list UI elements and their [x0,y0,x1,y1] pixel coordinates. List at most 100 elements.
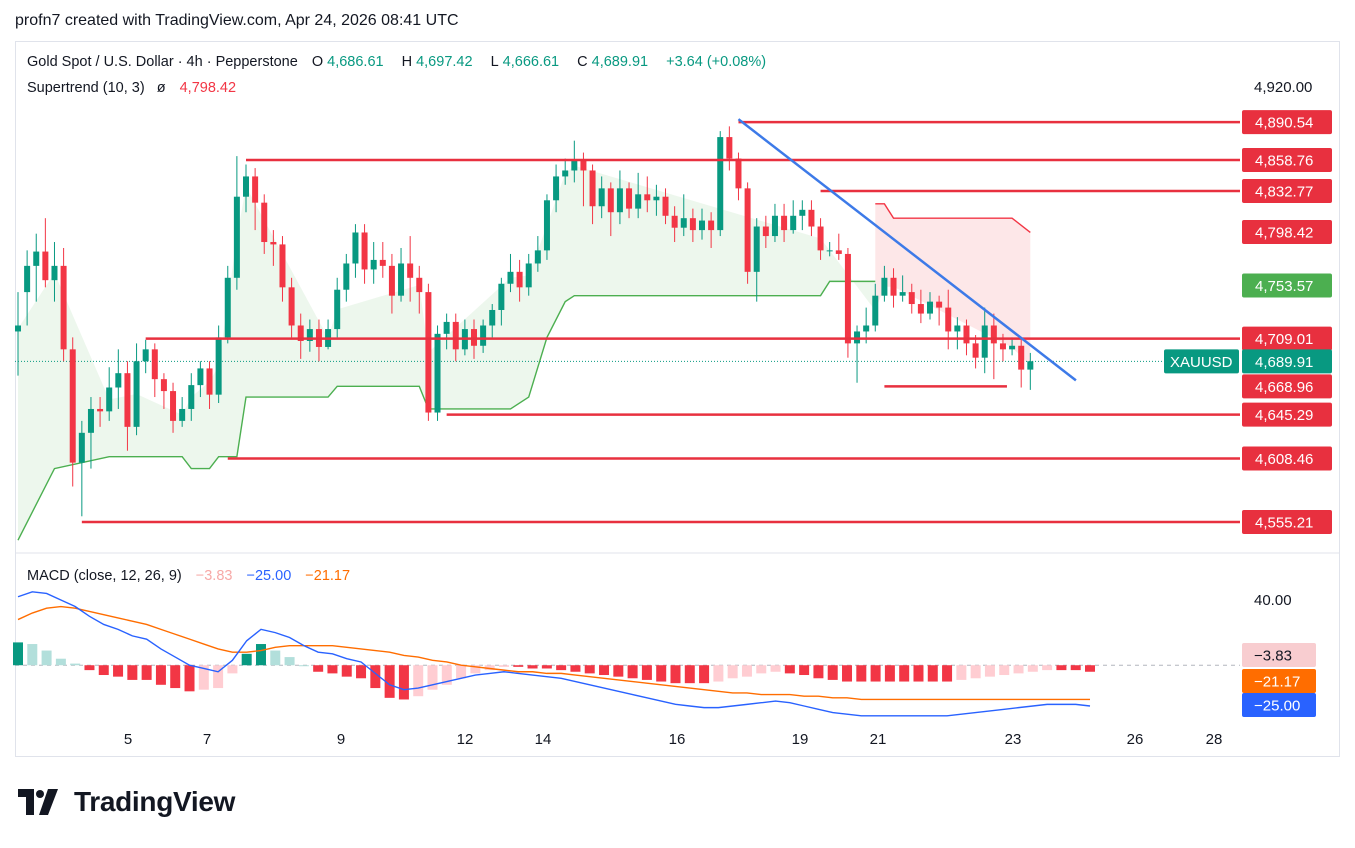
candle-body [15,325,21,332]
candle-body [808,209,815,227]
macd-histogram-bar [241,653,252,666]
macd-histogram-bar [541,665,552,669]
macd-histogram-bar [584,665,595,674]
candle-body [480,325,487,346]
macd-histogram-bar [856,665,867,682]
price-level-label: 4,890.54 [1255,115,1313,132]
logo-text: TradingView [74,786,236,817]
macd-histogram-bar [627,665,638,679]
candle-body [726,137,733,159]
high-value: 4,697.42 [416,54,473,70]
candle-body [306,329,313,341]
macd-histogram-bar [970,665,981,679]
candle-body [160,379,167,392]
candle-body [434,333,441,413]
macd-histogram-bar [670,665,681,684]
candle-body [525,263,532,288]
candle-body [616,188,623,213]
chart-frame[interactable] [15,41,1340,757]
candle-body [516,271,523,288]
candle-body [370,259,377,270]
macd-histogram-bar [384,665,395,698]
symbol-title[interactable]: Gold Spot / U.S. Dollar · 4h · Peppersto… [27,54,298,70]
candle-body [626,188,633,209]
candle-body [899,292,906,296]
time-tick-label: 9 [337,731,345,748]
macd-histogram-bar [756,665,767,674]
macd-value-label: −25.00 [1254,698,1300,715]
macd-histogram-bar [255,644,266,666]
eye-icon[interactable]: ø [156,80,166,96]
candle-body [60,265,67,350]
macd-histogram-bar [441,665,452,685]
candle-body [990,325,997,344]
candle-body [835,250,842,254]
candle-body [443,321,450,334]
macd-histogram-bar [427,665,438,690]
candle-body [69,349,76,463]
candle-body [1009,345,1016,350]
candle-body [708,220,715,231]
candle-body [215,337,222,395]
macd-histogram-bar [155,665,166,685]
candle-body [762,226,769,237]
candle-body [51,265,58,281]
candle-body [917,304,924,314]
macd-histogram-bar [527,665,538,669]
candle-body [507,271,514,284]
macd-histogram-bar [313,665,324,672]
macd-tick-label: 40.00 [1254,592,1292,609]
change-value: +3.64 (+0.08%) [666,54,767,70]
macd-histogram-bar [470,665,481,674]
macd-value-tag [1242,693,1316,717]
macd-value-label: −3.83 [1254,648,1292,665]
macd-histogram-bar [799,665,810,676]
time-tick-label: 5 [124,731,132,748]
macd-histogram-bar [198,665,209,690]
candle-body [553,176,560,201]
price-level-label: 4,645.29 [1255,407,1313,424]
low-value: 4,666.61 [502,54,560,70]
candle-body [425,292,432,413]
close-key: C [577,54,588,70]
candle-body [398,263,405,296]
candle-body [699,220,705,231]
candle-body [863,325,870,332]
macd-value-tag [1242,643,1316,667]
candle-body [388,265,395,296]
tradingview-logo[interactable]: TradingView [18,786,235,818]
price-level-tag [1242,273,1332,298]
candle-body [24,265,31,293]
candle-body [534,250,541,264]
candle-body [361,232,368,270]
time-tick-label: 28 [1206,731,1223,748]
macd-line [17,591,1091,717]
macd-histogram-bar [899,665,910,682]
candle-body [954,325,961,332]
macd-legend[interactable]: MACD (close, 12, 26, 9) −3.83 −25.00 −21… [27,568,354,584]
candle-body [498,283,505,310]
price-level-tag [1242,374,1332,399]
macd-histogram-bar [641,665,652,680]
candle-body [653,196,660,201]
candle-body [972,343,979,358]
candle-body [927,301,933,314]
candle-body [963,325,970,344]
macd-value-tag [1242,669,1316,693]
candle-body [890,277,897,296]
symbol-tag [1164,349,1239,374]
candles-group [15,126,1034,517]
price-level-tag [1242,326,1332,351]
supertrend-legend[interactable]: Supertrend (10, 3) ø 4,798.42 [27,80,240,96]
macd-histogram-bar [999,665,1010,676]
candle-body [42,251,49,281]
candle-body [133,361,140,427]
macd-histogram-bar [498,665,509,667]
candle-body [142,349,149,362]
candle-body [379,259,386,266]
candle-body [33,251,40,266]
macd-histogram-bar [170,665,181,689]
candle-body [635,194,642,209]
macd-histogram-bar [613,665,624,677]
